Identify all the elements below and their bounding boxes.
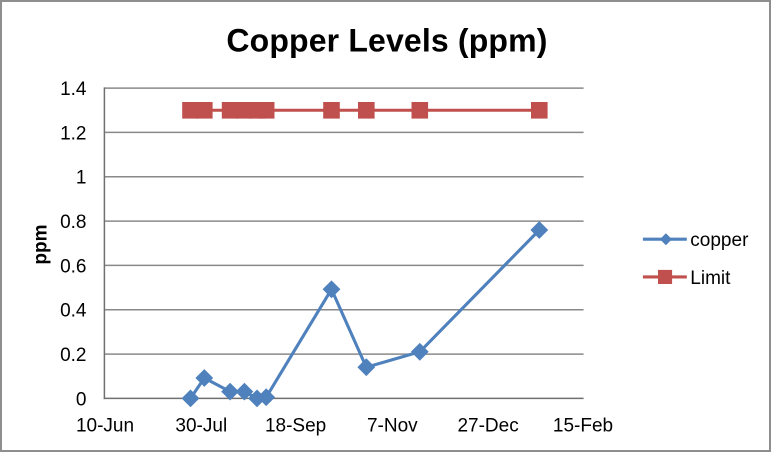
svg-text:Limit: Limit bbox=[690, 268, 731, 289]
svg-text:1: 1 bbox=[76, 168, 87, 189]
svg-text:0.4: 0.4 bbox=[60, 301, 87, 322]
svg-text:copper: copper bbox=[690, 230, 749, 251]
svg-text:27-Dec: 27-Dec bbox=[457, 416, 518, 437]
svg-text:0.6: 0.6 bbox=[60, 256, 86, 277]
svg-text:1.4: 1.4 bbox=[60, 79, 87, 100]
svg-text:18-Sep: 18-Sep bbox=[265, 416, 326, 437]
svg-text:ppm: ppm bbox=[31, 224, 52, 264]
svg-text:1.2: 1.2 bbox=[60, 123, 86, 144]
svg-text:Copper Levels (ppm): Copper Levels (ppm) bbox=[226, 22, 547, 58]
svg-text:15-Feb: 15-Feb bbox=[553, 416, 613, 437]
svg-text:30-Jul: 30-Jul bbox=[175, 416, 227, 437]
svg-text:0.2: 0.2 bbox=[60, 345, 86, 366]
svg-text:0.8: 0.8 bbox=[60, 212, 86, 233]
svg-text:0: 0 bbox=[76, 389, 87, 410]
svg-text:10-Jun: 10-Jun bbox=[76, 416, 134, 437]
svg-text:7-Nov: 7-Nov bbox=[367, 416, 418, 437]
